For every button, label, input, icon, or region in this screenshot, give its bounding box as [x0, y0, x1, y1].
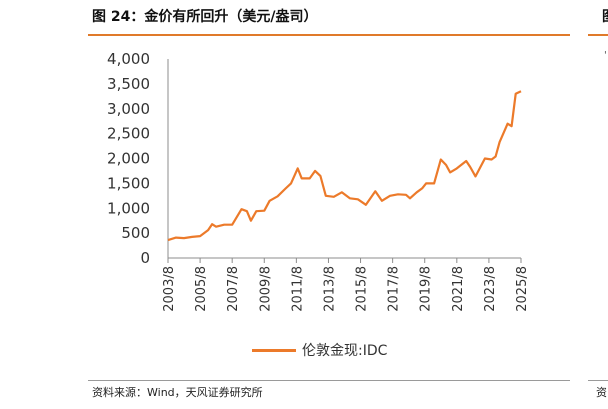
- x-tick-label: 2009/8: [258, 266, 273, 312]
- x-axis-ticks: 2003/8 2005/8 2007/8 2009/8 2011/8 2013/8 2015…: [162, 258, 530, 312]
- y-tick-label: 500: [121, 224, 150, 242]
- source-divider: [88, 380, 570, 381]
- next-panel-title-fragment: 图: [602, 6, 608, 26]
- legend-swatch: [252, 348, 296, 352]
- chart-legend: 伦敦金现:IDC: [252, 340, 387, 360]
- x-tick-label: 2013/8: [322, 266, 337, 312]
- next-panel-source-divider: [588, 380, 608, 381]
- y-axis-ticks: 0 500 1,000 1,500 2,000 2,500 3,000 3,500 4,000: [107, 50, 150, 267]
- x-tick-label: 2025/8: [515, 266, 530, 312]
- next-panel-mark: ': [604, 50, 607, 61]
- y-tick-label: 4,000: [107, 50, 150, 68]
- x-tick-label: 2023/8: [483, 266, 498, 312]
- y-tick-label: 3,500: [107, 75, 150, 93]
- x-tick-label: 2011/8: [290, 266, 305, 312]
- y-tick-label: 1,500: [107, 174, 150, 192]
- series-line-gold-price: [167, 90, 522, 242]
- y-tick-label: 2,000: [107, 150, 150, 168]
- title-divider: [88, 34, 570, 36]
- legend-label: 伦敦金现:IDC: [302, 343, 388, 359]
- source-note: 资料来源：Wind，天风证券研究所: [92, 386, 263, 399]
- x-tick-label: 2005/8: [194, 266, 209, 312]
- x-tick-label: 2015/8: [355, 266, 370, 312]
- next-panel-title-divider: [588, 34, 608, 36]
- chart-axes: [167, 59, 521, 259]
- y-tick-label: 1,000: [107, 199, 150, 217]
- next-panel-source-fragment: 资: [596, 386, 607, 399]
- x-tick-label: 2021/8: [451, 266, 466, 312]
- x-tick-label: 2019/8: [419, 266, 434, 312]
- x-tick-label: 2007/8: [226, 266, 241, 312]
- x-tick-label: 2017/8: [387, 266, 402, 312]
- y-tick-label: 3,000: [107, 100, 150, 118]
- y-tick-label: 0: [140, 249, 150, 267]
- y-tick-label: 2,500: [107, 125, 150, 143]
- figure-title: 图 24：金价有所回升（美元/盎司）: [92, 9, 318, 25]
- x-tick-label: 2003/8: [162, 266, 177, 312]
